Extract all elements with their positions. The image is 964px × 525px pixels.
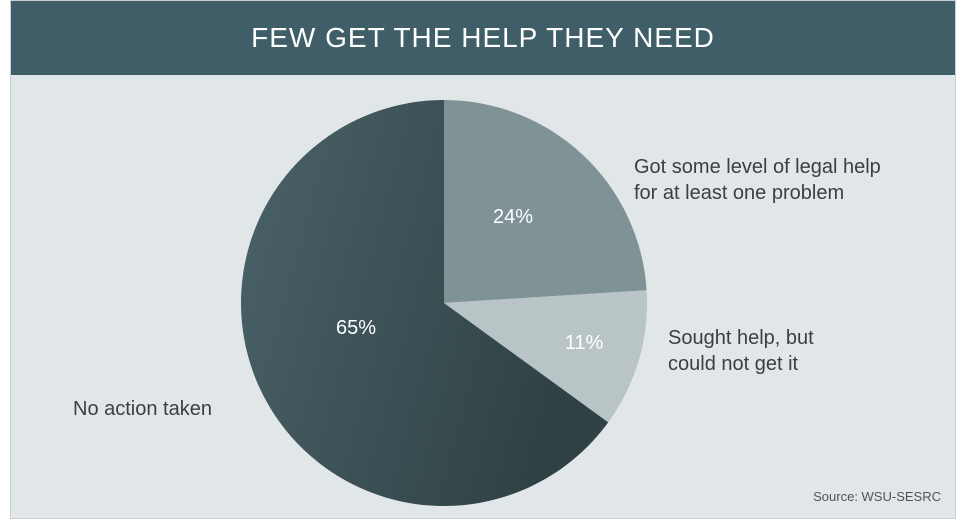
pie-value-label: 11% — [565, 332, 604, 354]
slice-got-legal-help — [444, 100, 647, 303]
pie-category-label: Got some level of legal help for at least… — [634, 156, 881, 204]
pie-category-label: Sought help, but could not get it — [668, 327, 814, 375]
source-note: Source: WSU-SESRC — [813, 489, 941, 504]
pie-value-label: 24% — [493, 206, 533, 228]
page-title: FEW GET THE HELP THEY NEED — [251, 22, 715, 53]
pie-value-labels: 24% 11% 65% — [336, 206, 604, 354]
pie-chart: 24% 11% 65% Got some level of legal help fo… — [73, 100, 881, 507]
infographic-panel: FEW GET THE HELP THEY NEED 24% 11% 65% Got… — [10, 0, 956, 519]
pie-category-label: No action taken — [73, 398, 212, 420]
pie-slices — [240, 100, 648, 507]
slice-no-action — [240, 100, 609, 507]
slice-sought-help — [444, 290, 648, 423]
pie-category-labels: Got some level of legal help for at least… — [73, 156, 881, 420]
header-bar: FEW GET THE HELP THEY NEED — [11, 1, 955, 75]
pie-value-label: 65% — [336, 317, 376, 339]
